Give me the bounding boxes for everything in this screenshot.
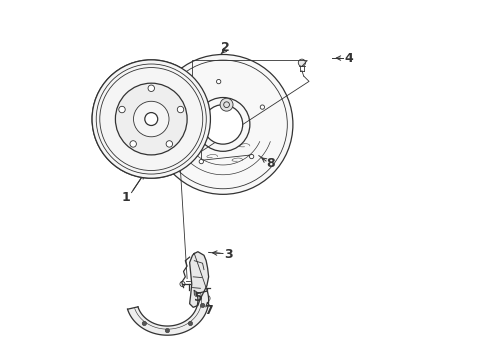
Circle shape — [144, 113, 158, 126]
Circle shape — [142, 321, 146, 326]
Circle shape — [177, 106, 183, 113]
Circle shape — [188, 321, 192, 326]
Text: 6: 6 — [170, 145, 179, 158]
Circle shape — [148, 85, 154, 91]
Circle shape — [144, 113, 158, 126]
Circle shape — [220, 98, 233, 111]
Circle shape — [130, 141, 136, 147]
Text: 1: 1 — [121, 191, 129, 204]
Circle shape — [92, 60, 210, 178]
Circle shape — [177, 106, 183, 113]
Circle shape — [249, 154, 253, 159]
FancyBboxPatch shape — [251, 150, 263, 159]
Circle shape — [260, 105, 264, 109]
Circle shape — [115, 83, 187, 155]
Circle shape — [166, 141, 172, 147]
Circle shape — [130, 141, 136, 147]
Text: 4: 4 — [344, 51, 352, 64]
Circle shape — [216, 80, 221, 84]
Polygon shape — [127, 291, 208, 335]
Text: 3: 3 — [224, 248, 232, 261]
Circle shape — [200, 303, 204, 307]
Polygon shape — [189, 252, 208, 307]
Circle shape — [166, 141, 172, 147]
Circle shape — [148, 85, 154, 91]
Circle shape — [298, 59, 305, 66]
Circle shape — [180, 282, 184, 287]
Text: 8: 8 — [265, 157, 274, 170]
Text: 2: 2 — [221, 41, 230, 54]
Circle shape — [165, 328, 169, 333]
Circle shape — [203, 105, 242, 144]
Circle shape — [199, 159, 203, 164]
Circle shape — [153, 54, 292, 194]
Circle shape — [119, 106, 125, 113]
Circle shape — [179, 113, 183, 117]
Circle shape — [119, 106, 125, 113]
Text: 7: 7 — [204, 304, 213, 317]
Circle shape — [133, 101, 169, 137]
Text: 5: 5 — [193, 291, 202, 304]
